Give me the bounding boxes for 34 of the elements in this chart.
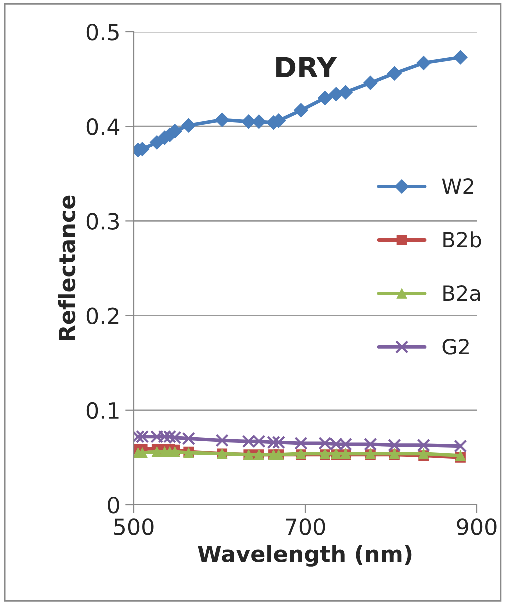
legend-label: B2b bbox=[444, 232, 482, 248]
point bbox=[416, 56, 432, 70]
point bbox=[454, 440, 468, 453]
point bbox=[453, 50, 468, 65]
point bbox=[388, 438, 402, 452]
x-tick-label: 900 bbox=[457, 518, 497, 536]
point bbox=[387, 66, 402, 81]
y-axis-title: Reflectance bbox=[58, 196, 76, 340]
point bbox=[216, 434, 229, 448]
point bbox=[294, 436, 308, 450]
x-tick-label: 700 bbox=[286, 518, 326, 536]
y-tick-label: 0.5 bbox=[86, 24, 119, 41]
y-tick-label: 0.1 bbox=[86, 402, 119, 420]
point bbox=[364, 438, 378, 452]
legend-label: G2 bbox=[442, 339, 469, 355]
x-axis-title: Wavelength (nm) bbox=[198, 545, 412, 567]
point bbox=[182, 118, 196, 133]
point bbox=[215, 112, 230, 128]
legend-label: W2 bbox=[442, 178, 474, 194]
legend-label: B2a bbox=[444, 286, 480, 302]
y-tick-label: 0.4 bbox=[86, 118, 120, 136]
point bbox=[363, 76, 378, 90]
point bbox=[272, 436, 286, 450]
point bbox=[338, 85, 354, 100]
y-tick-label: 0.2 bbox=[86, 308, 119, 325]
y-tick-label: 0.3 bbox=[86, 213, 120, 230]
point bbox=[417, 438, 430, 452]
point bbox=[294, 103, 308, 118]
point bbox=[137, 448, 148, 458]
text: DRY bbox=[276, 57, 338, 78]
x-tick-label: 500 bbox=[114, 518, 154, 536]
point bbox=[318, 90, 332, 106]
point bbox=[152, 446, 162, 458]
y-tick-label: 0 bbox=[108, 496, 120, 514]
